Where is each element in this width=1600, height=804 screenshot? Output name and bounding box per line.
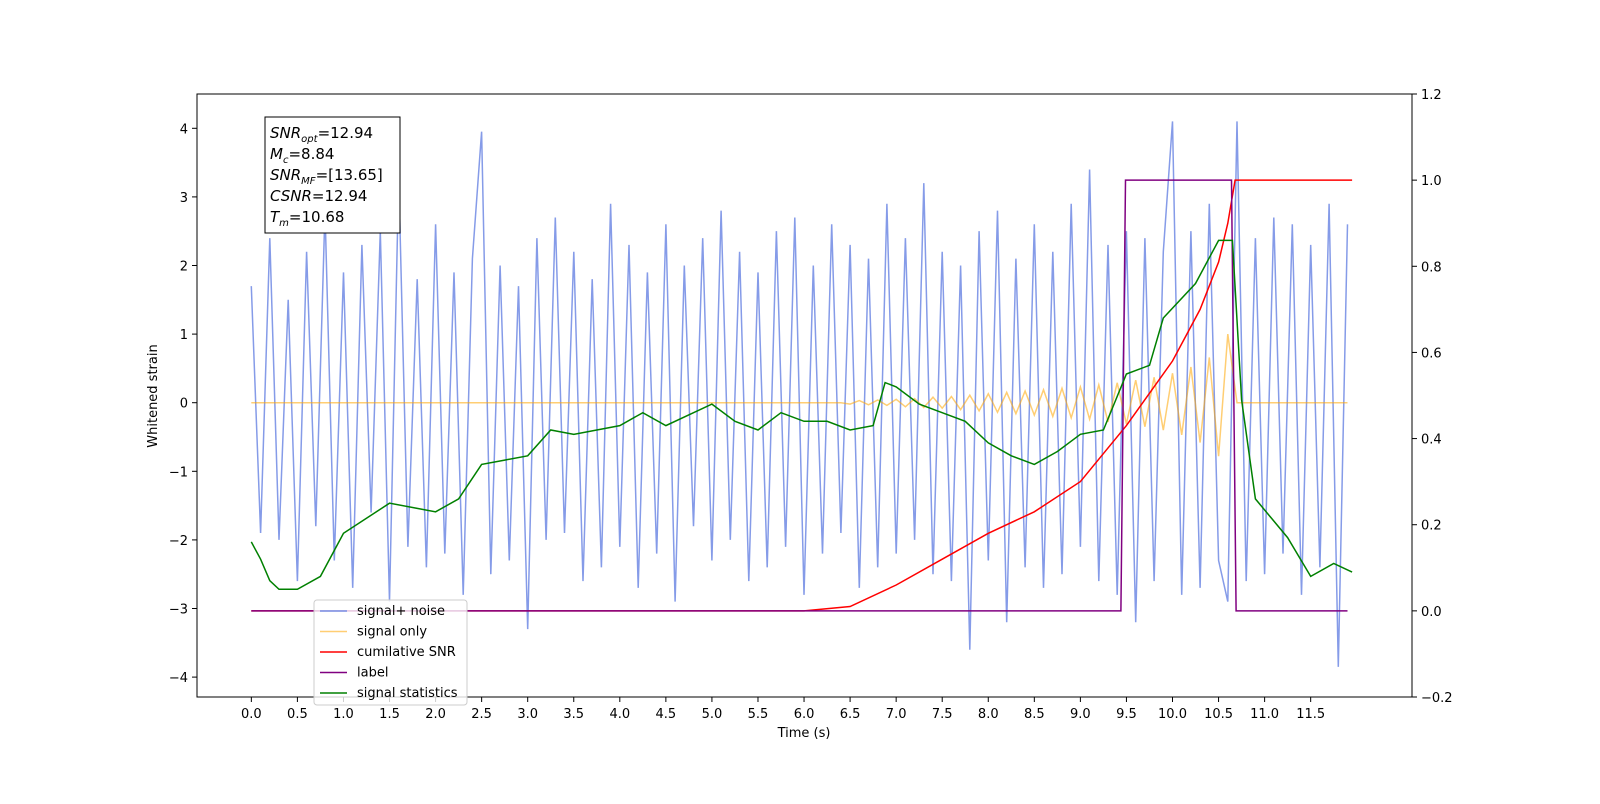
series-line — [251, 334, 1348, 457]
annotation-symbol: SNR — [270, 124, 301, 142]
annotation-box: SNRopt=12.94Mc=8.84SNRMF=[13.65]CSNR=12.… — [264, 116, 401, 234]
x-tick-label: 4.0 — [609, 707, 630, 722]
y2-tick-label: 0.0 — [1421, 605, 1442, 620]
x-tick-label: 6.0 — [794, 707, 815, 722]
x-tick-label: 7.0 — [886, 707, 907, 722]
legend-label: label — [357, 666, 388, 681]
x-tick-label: 0.5 — [287, 707, 308, 722]
series-line — [251, 179, 1348, 612]
x-tick-label: 10.5 — [1204, 707, 1233, 722]
x-tick-label: 11.5 — [1296, 707, 1325, 722]
y2-tick-label: 0.6 — [1421, 346, 1442, 361]
x-tick-label: 8.0 — [978, 707, 999, 722]
x-tick-label: 11.0 — [1250, 707, 1279, 722]
y2-tick-label: −0.2 — [1421, 691, 1453, 706]
legend-label: signal+ noise — [357, 604, 445, 619]
x-tick-label: 3.5 — [563, 707, 584, 722]
y-tick-label: 3 — [180, 191, 188, 206]
annotation-line: Tm=10.68 — [270, 208, 344, 229]
annotation-line: SNRMF=[13.65] — [270, 166, 383, 187]
x-tick-label: 2.5 — [471, 707, 492, 722]
y-tick-label: −4 — [169, 671, 188, 686]
annotation-frame — [264, 116, 401, 234]
y-tick-label: −2 — [169, 534, 188, 549]
annotation-value: =10.68 — [289, 208, 345, 226]
y-tick-label: 0 — [180, 397, 188, 412]
series-line — [250, 121, 1349, 667]
annotation-value: =8.84 — [288, 145, 334, 163]
y2-tick-label: 0.2 — [1421, 519, 1442, 534]
annotation-subscript: opt — [301, 134, 318, 145]
x-tick-label: 1.0 — [333, 707, 354, 722]
x-tick-label: 2.0 — [425, 707, 446, 722]
x-tick-label: 8.5 — [1024, 707, 1045, 722]
legend: signal+ noise signal only cumilative SNR la… — [313, 599, 468, 706]
annotation-symbol: CSNR — [270, 187, 312, 205]
legend-label: signal only — [357, 625, 427, 640]
y2-tick-label: 0.4 — [1421, 433, 1442, 448]
annotation-subscript: m — [279, 218, 289, 229]
x-tick-label: 3.0 — [517, 707, 538, 722]
x-tick-label: 9.5 — [1116, 707, 1137, 722]
legend-frame — [313, 599, 468, 706]
annotation-symbol: SNR — [270, 166, 301, 184]
y2-tick-label: 0.8 — [1421, 260, 1442, 275]
annotation-value: =[13.65] — [316, 166, 383, 184]
annotation-subscript: c — [283, 155, 289, 166]
x-tick-label: 4.5 — [656, 707, 677, 722]
x-tick-label: 5.5 — [748, 707, 769, 722]
x-tick-label: 6.5 — [840, 707, 861, 722]
series-line — [251, 179, 1353, 612]
x-tick-label: 0.0 — [241, 707, 262, 722]
x-tick-label: 1.5 — [379, 707, 400, 722]
y-tick-label: 1 — [180, 328, 188, 343]
y-tick-label: −3 — [169, 603, 188, 618]
annotation-symbol: M — [270, 145, 283, 163]
series-line — [250, 239, 1353, 591]
annotation-subscript: MF — [301, 176, 316, 187]
y2-tick-label: 1.0 — [1421, 174, 1442, 189]
legend-label: cumilative SNR — [357, 645, 456, 660]
annotation-value: =12.94 — [318, 124, 374, 142]
y-tick-label: 2 — [180, 260, 188, 275]
y-axis-label: Whitened strain — [146, 344, 161, 447]
legend-label: signal statistics — [357, 686, 458, 701]
annotation-line: Mc=8.84 — [270, 145, 334, 166]
x-axis-label: Time (s) — [777, 726, 831, 741]
y-tick-label: −1 — [169, 465, 188, 480]
y2-tick-label: 1.2 — [1421, 88, 1442, 103]
y-tick-label: 4 — [180, 122, 188, 137]
x-tick-label: 10.0 — [1158, 707, 1187, 722]
x-tick-label: 7.5 — [932, 707, 953, 722]
x-tick-label: 9.0 — [1070, 707, 1091, 722]
annotation-symbol: T — [270, 208, 281, 226]
annotation-value: =12.94 — [312, 187, 368, 205]
x-tick-label: 5.0 — [702, 707, 723, 722]
annotation-line: SNRopt=12.94 — [270, 124, 373, 145]
annotation-line: CSNR=12.94 — [270, 187, 367, 205]
